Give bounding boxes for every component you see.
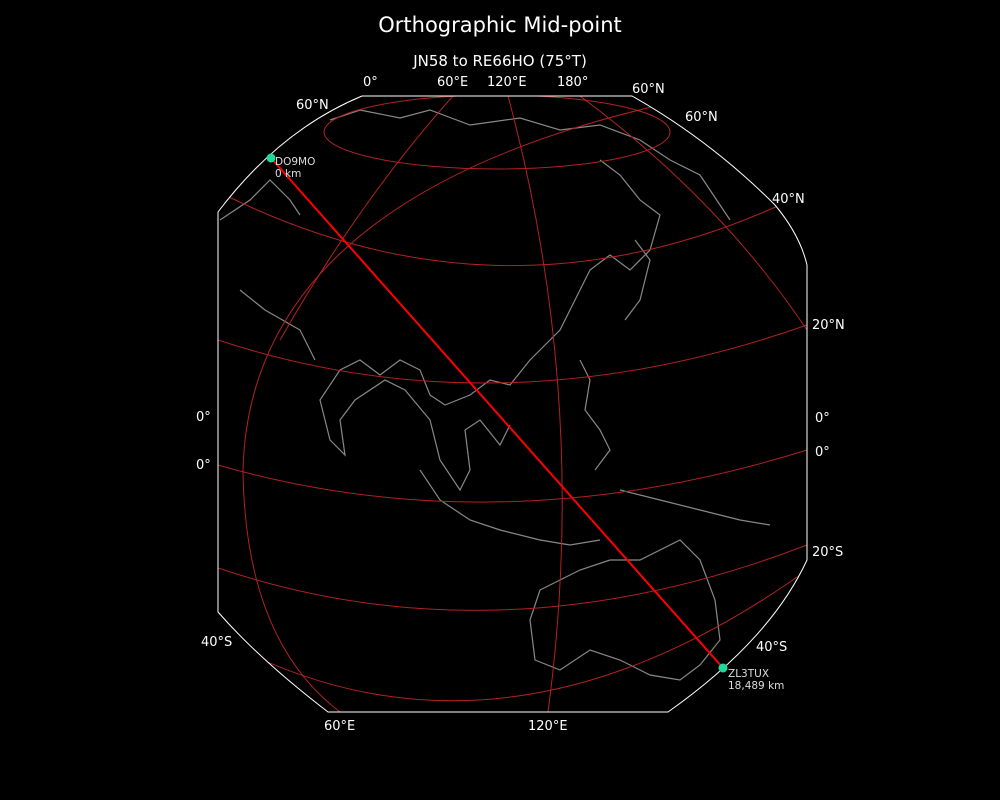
grid-label: 20°S: [812, 545, 843, 560]
globe-border: [217, 95, 808, 713]
grid-label: 60°N: [296, 98, 329, 113]
grid-label: 180°: [557, 75, 588, 90]
start-call: DO9MO: [275, 156, 315, 168]
chart-title: Orthographic Mid-point: [378, 13, 622, 37]
grid-label: 60°E: [324, 719, 355, 734]
grid-label: 0°: [815, 411, 830, 426]
chart-subtitle: JN58 to RE66HO (75°T): [413, 52, 587, 70]
start-marker: [266, 153, 276, 163]
grid-label: 20°N: [812, 318, 845, 333]
grid-label: 40°S: [756, 640, 787, 655]
grid-label: 60°E: [437, 75, 468, 90]
grid-label: 120°E: [487, 75, 527, 90]
grid-label: 60°N: [685, 110, 718, 125]
grid-label: 0°: [196, 458, 211, 473]
end-call: ZL3TUX: [728, 668, 769, 680]
start-distance: 0 km: [275, 168, 301, 180]
end-marker: [718, 663, 728, 673]
grid-label: 0°: [815, 445, 830, 460]
grid-label: 120°E: [528, 719, 568, 734]
grid-label: 0°: [196, 410, 211, 425]
coastlines: [219, 109, 771, 681]
grid-label: 40°S: [201, 635, 232, 650]
end-distance: 18,489 km: [728, 680, 784, 692]
graticule: [218, 96, 807, 712]
great-circle-path: [270, 157, 724, 669]
grid-label: 60°N: [632, 82, 665, 97]
grid-label: 0°: [363, 75, 378, 90]
grid-label: 40°N: [772, 192, 805, 207]
